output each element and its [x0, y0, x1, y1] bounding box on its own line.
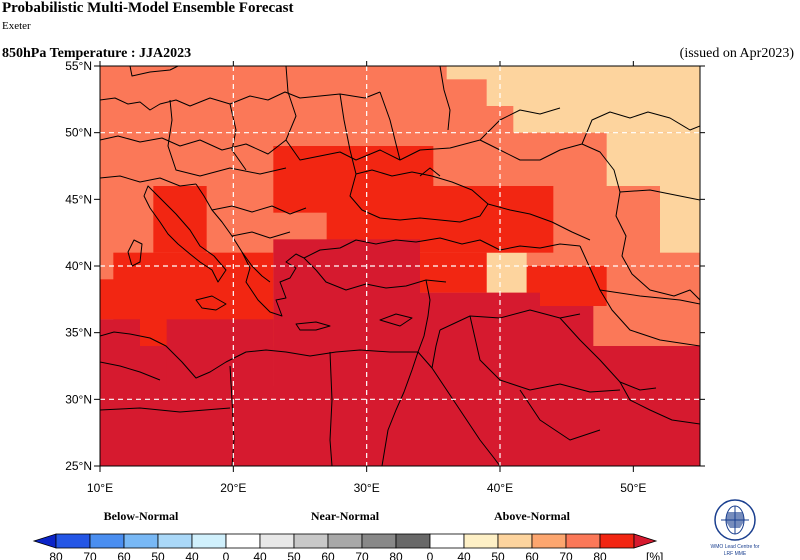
colorbar-tick-label: 40 — [457, 550, 471, 560]
probability-cell — [540, 346, 700, 386]
colorbar-swatch — [89, 533, 125, 549]
lon-tick-label: 50°E — [620, 481, 646, 495]
centre-label: Exeter — [2, 20, 31, 32]
legend-category-label: Near-Normal — [311, 509, 380, 523]
issued-label: (issued on Apr2023) — [679, 46, 794, 61]
probability-cell — [513, 106, 700, 133]
lat-tick-label: 45°N — [65, 192, 92, 206]
probability-cell — [486, 66, 700, 106]
lat-tick-label: 25°N — [65, 459, 92, 473]
colorbar-tick-label: 60 — [321, 550, 335, 560]
colorbar-tick-label: 0 — [427, 550, 434, 560]
colorbar-swatch — [497, 533, 533, 549]
colorbar-swatch — [463, 533, 499, 549]
colorbar-tick-label: 50 — [287, 550, 301, 560]
lat-tick-label: 40°N — [65, 259, 92, 273]
colorbar-tick-label: 70 — [83, 550, 97, 560]
colorbar-tick-label: 70 — [559, 550, 573, 560]
wmo-caption-line1: WMO Lead Centre for — [711, 544, 760, 550]
page-title: Probabilistic Multi-Model Ensemble Forec… — [2, 0, 294, 16]
gridlines — [100, 66, 700, 466]
wmo-logo: WMO Lead Centre for LRF MME — [711, 499, 760, 557]
probability-cell — [420, 292, 540, 386]
colorbar-tick-label: 60 — [525, 550, 539, 560]
colorbar-swatch — [429, 533, 465, 549]
probability-cell — [100, 386, 700, 466]
colorbar-tick-label: 40 — [253, 550, 267, 560]
probability-cell — [100, 279, 167, 320]
colorbar-arrow-left-icon — [32, 533, 57, 549]
map-axes: 10°E 20°E 30°E 40°E 50°E 55°N 50°N 45°N 40°N 35°N… — [65, 59, 705, 495]
lat-tick-label: 35°N — [65, 326, 92, 340]
colorbar-swatch — [565, 533, 601, 549]
lon-tick-label: 40°E — [487, 481, 513, 495]
lon-tick-label: 30°E — [354, 481, 380, 495]
colorbar-units: [%] — [646, 550, 663, 560]
colorbar-arrow-right-icon — [633, 533, 658, 549]
colorbar-tick-label: 60 — [117, 550, 131, 560]
probability-cell — [660, 186, 700, 253]
lat-tick-label: 50°N — [65, 126, 92, 140]
colorbar-tick-label: 80 — [49, 550, 63, 560]
colorbar-tick-label: 50 — [491, 550, 505, 560]
colorbar-tick-label: 80 — [593, 550, 607, 560]
colorbar-tick-label: 50 — [151, 550, 165, 560]
colorbar-tick-label: 80 — [389, 550, 403, 560]
colorbar-tick-label: 0 — [223, 550, 230, 560]
probability-cell — [273, 239, 420, 386]
lon-tick-label: 10°E — [87, 481, 113, 495]
colorbar-swatch — [327, 533, 363, 549]
colorbar-swatch — [157, 533, 193, 549]
colorbar-swatch — [531, 533, 567, 549]
lat-tick-label: 30°N — [65, 392, 92, 406]
colorbar-swatch — [259, 533, 295, 549]
colorbar-swatch — [225, 533, 261, 549]
colorbar-swatch — [395, 533, 431, 549]
probability-cell — [486, 252, 527, 293]
coastlines — [100, 66, 700, 466]
lon-tick-label: 20°E — [220, 481, 246, 495]
probability-cell — [166, 319, 274, 386]
colorbar-swatch — [599, 533, 635, 549]
lat-tick-label: 55°N — [65, 59, 92, 73]
colorbar-swatch — [123, 533, 159, 549]
probability-colorbar: 80 70 60 50 40 0 40 50 60 70 80 0 40 50 60 70 80 [%] Below… — [32, 509, 663, 560]
legend-category-label: Below-Normal — [104, 509, 179, 523]
colorbar-swatch — [293, 533, 329, 549]
colorbar-swatch — [55, 533, 91, 549]
probability-cell — [153, 186, 207, 253]
wmo-caption-line2: LRF MME — [724, 551, 747, 557]
colorbar-swatch — [191, 533, 227, 549]
variable-title: 850hPa Temperature : JJA2023 — [2, 46, 192, 61]
colorbar-tick-label: 70 — [355, 550, 369, 560]
colorbar-swatch — [361, 533, 397, 549]
colorbar-tick-label: 40 — [185, 550, 199, 560]
legend-category-label: Above-Normal — [494, 509, 571, 523]
probability-cell — [606, 132, 700, 186]
